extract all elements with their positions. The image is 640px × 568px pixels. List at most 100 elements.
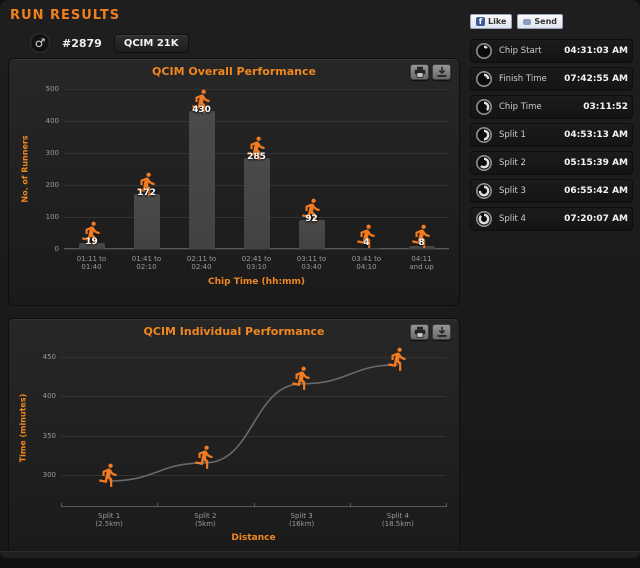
y-tick-label: 350 xyxy=(42,431,56,440)
stat-row: Split 3 06:55:42 AM xyxy=(470,179,633,203)
gridline xyxy=(64,249,449,250)
runner-icon xyxy=(81,221,100,245)
runner-icon xyxy=(291,366,310,390)
x-tick-label: 01:11 to 01:40 xyxy=(64,255,119,271)
bar-value-label: 19 xyxy=(85,236,98,247)
bar-value-label: 285 xyxy=(247,151,266,162)
bar-value-label: 8 xyxy=(418,238,425,248)
runner-icon xyxy=(136,172,155,196)
facebook-icon: f xyxy=(476,17,485,26)
stat-value: 07:20:07 AM xyxy=(564,214,628,224)
stat-row: Finish Time 07:42:55 AM xyxy=(470,67,633,91)
overall-performance-panel: QCIM Overall Performance No. of Runners … xyxy=(8,58,460,306)
runner-icon xyxy=(411,224,430,248)
gridline xyxy=(61,356,446,358)
overall-plot: 0 100 200 300 400 500 19 172 430 285 92 4 8 xyxy=(46,85,449,253)
x-tick-mark xyxy=(349,503,351,507)
y-tick-label: 200 xyxy=(45,181,59,189)
clock-icon xyxy=(476,155,492,171)
bar xyxy=(298,219,325,249)
y-tick-label: 300 xyxy=(42,471,56,480)
x-tick-line: 02:10 xyxy=(136,263,157,271)
individual-xticks: Split 1 (2.5km) Split 2 (5km) Split 3 (16km) S… xyxy=(61,512,446,528)
runner-icon xyxy=(191,90,210,114)
runner-icon xyxy=(99,463,117,487)
x-tick-line: 01:40 xyxy=(81,263,102,271)
stat-value: 05:15:39 AM xyxy=(564,158,628,168)
like-label: Like xyxy=(488,17,507,26)
runner-summary: ♂ #2879 QCIM 21K xyxy=(30,33,189,53)
printer-icon xyxy=(414,66,425,78)
runner-icon-wrap xyxy=(385,346,411,372)
x-tick-line: 03:10 xyxy=(246,263,267,271)
bar xyxy=(133,193,160,249)
x-tick-line: (5km) xyxy=(194,520,216,528)
x-tick-line: 02:11 to xyxy=(186,255,217,263)
footer-strip xyxy=(0,551,640,558)
gridline xyxy=(64,153,449,154)
gridline xyxy=(64,89,449,90)
download-button[interactable] xyxy=(432,64,451,80)
x-tick-mark xyxy=(253,503,255,507)
y-tick-label: 0 xyxy=(54,245,59,253)
x-tick-line: (18.5km) xyxy=(381,520,414,528)
stat-row: Split 2 05:15:39 AM xyxy=(470,151,633,175)
runner-icon xyxy=(356,224,375,248)
x-tick-line: 02:40 xyxy=(191,263,212,271)
individual-performance-panel: QCIM Individual Performance Time (minute… xyxy=(8,318,460,556)
page-title: RUN RESULTS xyxy=(10,8,121,23)
x-tick-line: and up xyxy=(409,263,434,271)
bib-number: #2879 xyxy=(62,36,102,50)
printer-icon xyxy=(414,326,425,338)
individual-chart-toolbar xyxy=(410,324,451,340)
download-button[interactable] xyxy=(432,324,451,340)
stat-value: 07:42:55 AM xyxy=(564,74,628,84)
x-tick-label: 02:11 to 02:40 xyxy=(174,255,229,271)
male-icon: ♂ xyxy=(30,33,50,53)
facebook-like-button[interactable]: f Like xyxy=(470,14,513,29)
stat-label: Finish Time xyxy=(499,74,547,84)
x-tick-line: 03:41 to xyxy=(351,255,382,263)
clock-icon xyxy=(476,99,492,115)
performance-curve xyxy=(109,364,398,482)
stat-value: 06:55:42 AM xyxy=(564,186,628,196)
x-tick-label: 02:41 to 03:10 xyxy=(229,255,284,271)
x-tick-mark xyxy=(61,503,62,507)
print-button[interactable] xyxy=(410,324,429,340)
clock-icon xyxy=(476,127,492,143)
x-tick-label: Split 1 (2.5km) xyxy=(61,512,157,528)
x-tick-label: Split 3 (16km) xyxy=(254,512,350,528)
x-tick-line: Split 4 xyxy=(386,512,409,520)
x-tick-line: Split 1 xyxy=(98,512,121,520)
social-buttons: f Like Send xyxy=(470,14,633,29)
clock-icon xyxy=(476,211,492,227)
bar-value-label: 430 xyxy=(192,105,211,116)
runner-icon-wrap xyxy=(189,88,215,114)
x-tick-label: 04:11 and up xyxy=(394,255,449,271)
bar xyxy=(188,111,215,249)
download-icon xyxy=(437,326,446,337)
stat-label: Split 4 xyxy=(499,214,526,224)
send-label: Send xyxy=(534,17,557,26)
x-tick-line: Split 2 xyxy=(194,512,217,520)
charts-column: QCIM Overall Performance No. of Runners … xyxy=(8,58,460,568)
bar-value-label: 4 xyxy=(363,238,370,248)
gridline xyxy=(61,435,446,437)
x-tick-line: 03:11 to xyxy=(296,255,327,263)
gridline xyxy=(61,396,446,398)
x-tick-label: Split 4 (18.5km) xyxy=(350,512,446,528)
splits-column: f Like Send Chip Start 04:31:03 AM Finish … xyxy=(470,14,633,235)
stat-label: Chip Time xyxy=(499,102,542,112)
clock-icon xyxy=(476,43,492,59)
x-tick-line: 01:11 to xyxy=(76,255,107,263)
bar-value-label: 92 xyxy=(305,213,318,224)
stat-label: Split 2 xyxy=(499,158,526,168)
individual-x-axis-title: Distance xyxy=(231,533,276,543)
facebook-send-button[interactable]: Send xyxy=(517,14,563,29)
x-tick-line: (16km) xyxy=(289,520,315,528)
stat-label: Chip Start xyxy=(499,46,542,56)
print-button[interactable] xyxy=(410,64,429,80)
y-tick-label: 500 xyxy=(45,85,59,93)
stat-value: 03:11:52 xyxy=(583,102,628,112)
